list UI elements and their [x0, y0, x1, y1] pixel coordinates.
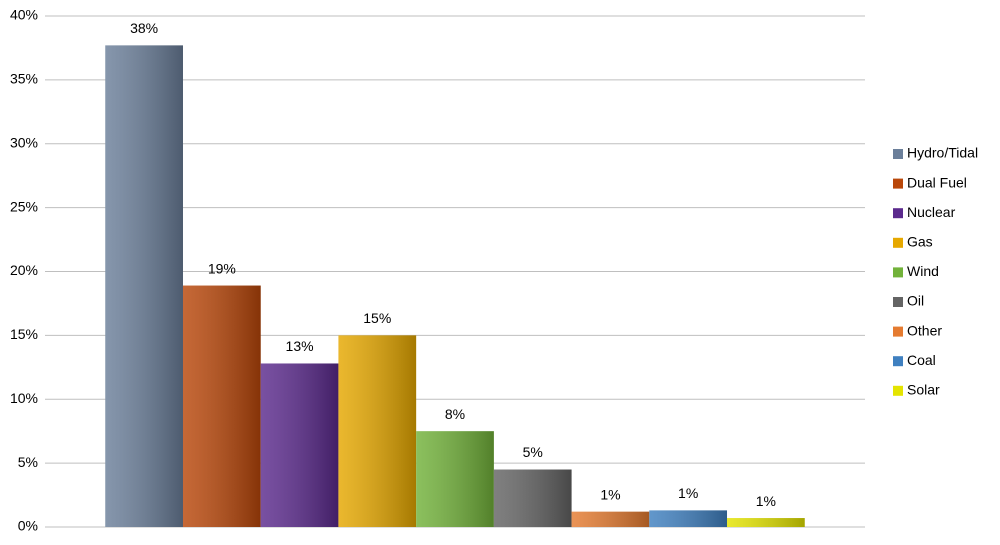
- bar: [260, 363, 339, 527]
- legend-swatch: [893, 149, 903, 159]
- y-tick-label: 25%: [10, 198, 38, 214]
- legend-label: Dual Fuel: [907, 174, 967, 190]
- legend-swatch: [893, 356, 903, 367]
- data-label: 1%: [678, 485, 698, 501]
- legend-swatch: [893, 178, 903, 189]
- legend-label: Coal: [907, 352, 936, 368]
- bar: [182, 285, 261, 527]
- y-tick-label: 20%: [10, 262, 38, 278]
- legend-swatch: [893, 267, 903, 278]
- legend-label: Hydro/Tidal: [907, 145, 978, 161]
- bar: [571, 511, 650, 527]
- data-label: 8%: [445, 406, 465, 422]
- bar: [416, 431, 494, 527]
- legend-label: Gas: [907, 234, 933, 250]
- legend-swatch: [893, 208, 903, 219]
- legend-label: Nuclear: [907, 204, 956, 220]
- data-label: 19%: [208, 260, 236, 276]
- y-tick-label: 10%: [10, 390, 38, 406]
- data-label: 1%: [756, 493, 776, 509]
- legend-swatch: [893, 237, 903, 248]
- legend-swatch: [893, 326, 903, 337]
- data-label: 5%: [523, 444, 543, 460]
- bar: [727, 518, 805, 527]
- legend-label: Wind: [907, 263, 939, 279]
- legend-swatch: [893, 385, 903, 396]
- data-label: 13%: [286, 338, 314, 354]
- y-tick-label: 15%: [10, 326, 38, 342]
- y-tick-label: 35%: [10, 71, 38, 87]
- bar: [649, 510, 728, 527]
- legend-label: Oil: [907, 293, 924, 309]
- bar: [338, 335, 417, 527]
- legend-swatch: [893, 297, 903, 307]
- y-tick-label: 40%: [10, 7, 38, 23]
- bar: [493, 469, 572, 527]
- y-tick-label: 30%: [10, 134, 38, 150]
- data-label: 38%: [130, 20, 158, 36]
- legend-label: Solar: [907, 382, 940, 398]
- y-tick-label: 5%: [18, 454, 38, 470]
- y-tick-label: 0%: [18, 518, 38, 534]
- bar: [105, 45, 183, 527]
- legend-label: Other: [907, 322, 942, 338]
- data-label: 1%: [600, 486, 620, 502]
- data-label: 15%: [363, 310, 391, 326]
